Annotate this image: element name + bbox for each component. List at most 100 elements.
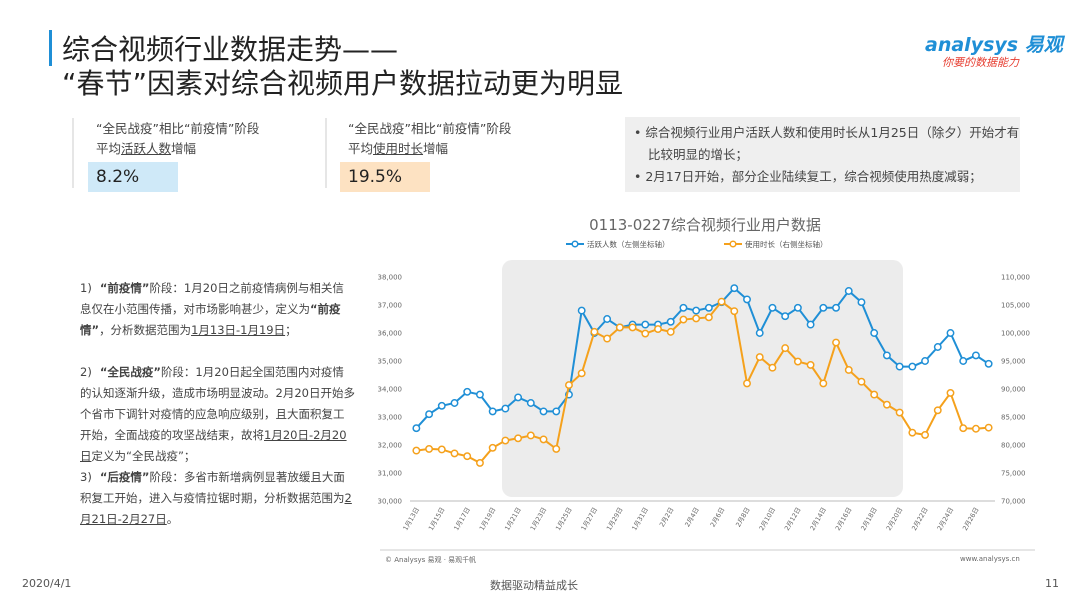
x-tick-label: 2月6日 xyxy=(709,506,727,528)
y-tick-label: 31,000 xyxy=(378,470,403,478)
site: www.analysys.cn xyxy=(960,555,1020,563)
note-part: 1月20日-2月20日 xyxy=(80,428,347,463)
point xyxy=(781,344,790,353)
point xyxy=(933,406,942,415)
chart-title: 0113-0227综合视频行业用户数据 xyxy=(589,216,821,234)
point xyxy=(921,357,930,365)
y2-tick-label: 90,000 xyxy=(1001,386,1026,394)
x-tick-label: 2月24日 xyxy=(936,506,956,532)
logo: analysys 易观 xyxy=(925,30,1063,57)
logo-a: a xyxy=(925,34,938,56)
point xyxy=(704,303,713,312)
point xyxy=(768,363,777,372)
point xyxy=(501,436,510,445)
x-tick-label: 1月21日 xyxy=(503,506,523,532)
x-tick-label: 1月31日 xyxy=(630,506,650,532)
point xyxy=(755,329,764,337)
t: 增幅 xyxy=(171,141,197,156)
point xyxy=(590,327,599,336)
point xyxy=(654,325,662,334)
point xyxy=(959,424,968,433)
note-part: “前疫情” xyxy=(99,281,150,295)
t: 2月17日开始，部分企业陆续复工，综合视频使用热度减弱； xyxy=(645,169,982,184)
title: 综合视频行业数据走势—— xyxy=(62,33,399,66)
note-part: “全民战疫” xyxy=(99,365,161,379)
footer-page: 11 xyxy=(1045,577,1059,590)
point xyxy=(475,390,484,399)
point xyxy=(603,334,612,343)
point xyxy=(552,407,561,416)
x-tick-label: 1月19日 xyxy=(478,506,498,532)
y2-tick-label: 70,000 xyxy=(1001,498,1026,506)
y-tick-label: 36,000 xyxy=(378,330,403,338)
stat-text: 平均使用时长增幅 xyxy=(348,138,448,157)
point xyxy=(730,284,739,293)
point xyxy=(971,424,980,433)
x-tick-label: 2月10日 xyxy=(758,506,778,532)
point xyxy=(475,458,484,467)
point xyxy=(806,360,815,369)
x-tick-label: 2月26日 xyxy=(961,506,981,532)
t: 活跃人数 xyxy=(121,141,172,156)
point xyxy=(984,423,993,432)
point xyxy=(577,369,586,378)
point xyxy=(577,306,586,315)
x-tick-label: 2月16日 xyxy=(834,506,854,532)
highlight-area xyxy=(502,260,903,497)
series-line xyxy=(416,300,989,465)
point xyxy=(488,407,497,416)
point xyxy=(437,401,446,410)
t: 平均 xyxy=(96,141,122,156)
point xyxy=(666,327,675,336)
stat-value: 19.5% xyxy=(348,167,403,187)
y-tick-label: 33,000 xyxy=(378,414,403,422)
point xyxy=(908,428,917,437)
note-part: 阶段：多省市新增病例显著放缓且大面积复工开始，进入与疫情拉锯时期，分析数据范围为 xyxy=(80,470,345,505)
y-tick-label: 30,000 xyxy=(378,498,403,506)
source: © Analysys 易观 · 易观千帆 xyxy=(385,556,477,564)
legend-marker xyxy=(729,240,737,248)
stat-box xyxy=(340,162,430,192)
y2-tick-label: 80,000 xyxy=(1001,442,1026,450)
title: “春节”因素对综合视频用户数据拉动更为明显 xyxy=(62,67,624,100)
point xyxy=(844,366,853,374)
point xyxy=(501,404,510,413)
y-tick-label: 32,000 xyxy=(378,442,403,450)
point xyxy=(425,410,434,419)
point xyxy=(488,443,497,452)
point xyxy=(946,388,955,397)
point xyxy=(641,329,650,338)
point xyxy=(743,295,751,304)
point xyxy=(832,338,840,347)
y-tick-label: 34,000 xyxy=(378,386,403,394)
note-part: 阶段：1月20日之前疫情病例与相关信息仅在小范围传播，对市场影响甚少，定义为 xyxy=(80,281,344,316)
note-part: 。 xyxy=(166,512,179,526)
x-tick-label: 2月8日 xyxy=(734,506,752,528)
stat-value: 8.2% xyxy=(96,167,140,187)
x-tick-label: 2月2日 xyxy=(658,506,676,528)
point xyxy=(755,353,764,362)
point xyxy=(679,315,688,324)
note-part: 1月13日-1月19日 xyxy=(191,323,286,337)
bullet: • 综合视频行业用户活跃人数和使用时长从1月25日（除夕）开始才有比较明显的增长… xyxy=(634,125,1020,162)
point xyxy=(526,399,535,407)
y-tick-label: 38,000 xyxy=(378,274,403,282)
point xyxy=(692,306,701,315)
t: 平均 xyxy=(348,141,374,156)
legend-label: 使用时长（右侧坐标轴） xyxy=(745,239,828,249)
footer-slogan: 数据驱动精益成长 xyxy=(490,579,578,592)
t: 综合视频行业用户活跃人数和使用时长从1月25日（除夕）开始才有比较明显的增长； xyxy=(645,125,1020,162)
point xyxy=(857,377,866,386)
point xyxy=(717,297,726,306)
note: 2) “全民战疫”阶段：1月20日起全国范围内对疫情的认知逐渐升级，造成市场明显波… xyxy=(80,362,355,467)
point xyxy=(819,379,828,388)
point xyxy=(870,390,879,399)
note: 1) “前疫情”阶段：1月20日之前疫情病例与相关信息仅在小范围传播，对市场影响甚… xyxy=(80,278,355,341)
t: 使用时长 xyxy=(373,141,424,156)
point xyxy=(895,362,904,371)
y2-tick-label: 100,000 xyxy=(1001,330,1030,338)
stat-text: “全民战疫”相比“前疫情”阶段 xyxy=(96,121,260,136)
point xyxy=(959,357,968,365)
point xyxy=(603,315,612,323)
t: 增幅 xyxy=(423,141,449,156)
